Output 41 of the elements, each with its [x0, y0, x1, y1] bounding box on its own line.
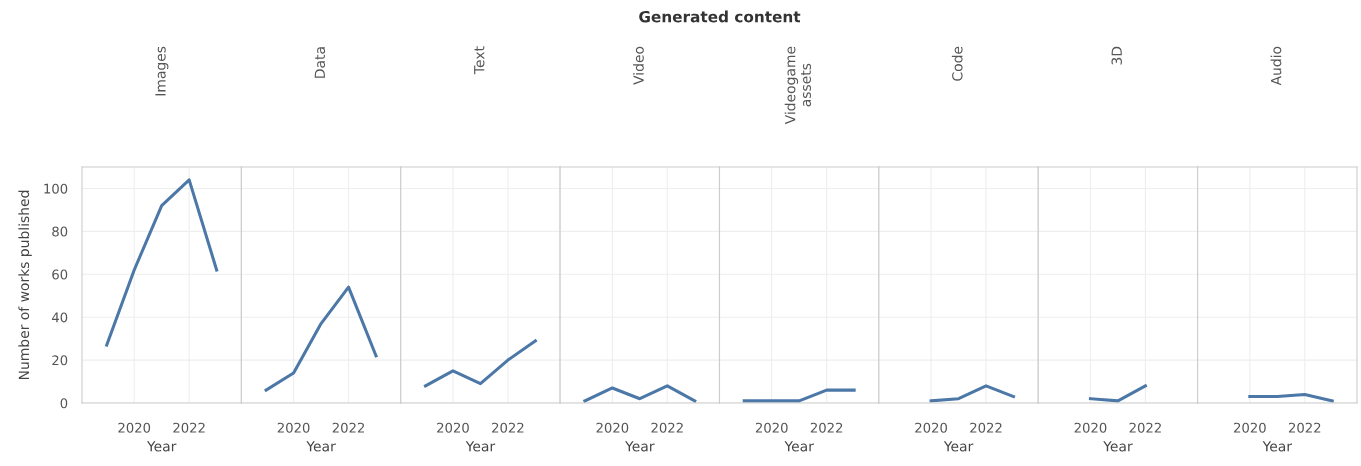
x-tick-label: 2020	[755, 422, 788, 433]
chart-title: Data	[314, 47, 326, 78]
x-axis-title: Year	[625, 441, 655, 452]
x-tick-label: 2020	[277, 422, 310, 433]
chart-title: 3D	[1111, 46, 1122, 65]
x-tick-label: 2020	[118, 422, 151, 433]
x-tick-label: 2022	[492, 422, 524, 433]
x-tick-label: 2020	[1074, 422, 1107, 433]
x-tick-label: 2022	[970, 422, 1002, 433]
chart-title: Images	[155, 46, 169, 96]
x-axis-title: Year	[306, 441, 336, 452]
y-tick-label: 40	[51, 312, 68, 323]
x-tick-label: 2022	[173, 422, 205, 433]
text: Generated content	[639, 10, 801, 23]
x-tick-label: 2022	[332, 422, 365, 433]
x-tick-label: 2020	[596, 422, 629, 433]
x-axis-title: Year	[146, 441, 177, 452]
y-axis-title: Number of works published	[18, 190, 32, 380]
x-axis-title: Year	[1262, 441, 1293, 452]
y-tick-label: 20	[52, 355, 68, 366]
x-axis-title: Year	[1103, 441, 1133, 452]
chart-title: Video	[633, 46, 644, 85]
x-axis-title: Year	[943, 441, 974, 452]
chart-title: Videogame assets	[784, 46, 811, 125]
chart-title: Code	[951, 46, 963, 81]
x-tick-label: 2020	[437, 422, 469, 433]
x-tick-label: 2022	[810, 422, 843, 433]
x-axis-title: Year	[465, 441, 496, 452]
y-tick-label: 60	[52, 269, 68, 280]
y-tick-label: 0	[60, 398, 68, 409]
y-tick-label: 100	[44, 183, 68, 194]
x-tick-label: 2022	[1129, 422, 1161, 433]
chart-title: Audio	[1270, 46, 1282, 86]
line-series	[105, 178, 219, 347]
x-tick-label: 2022	[1288, 422, 1321, 433]
x-tick-label: 2022	[651, 422, 683, 433]
x-tick-label: 2020	[1234, 422, 1266, 433]
y-tick-label: 80	[52, 226, 68, 237]
chart-title: Text	[474, 46, 485, 75]
x-tick-label: 2020	[915, 422, 947, 433]
x-axis-title: Year	[784, 441, 814, 452]
